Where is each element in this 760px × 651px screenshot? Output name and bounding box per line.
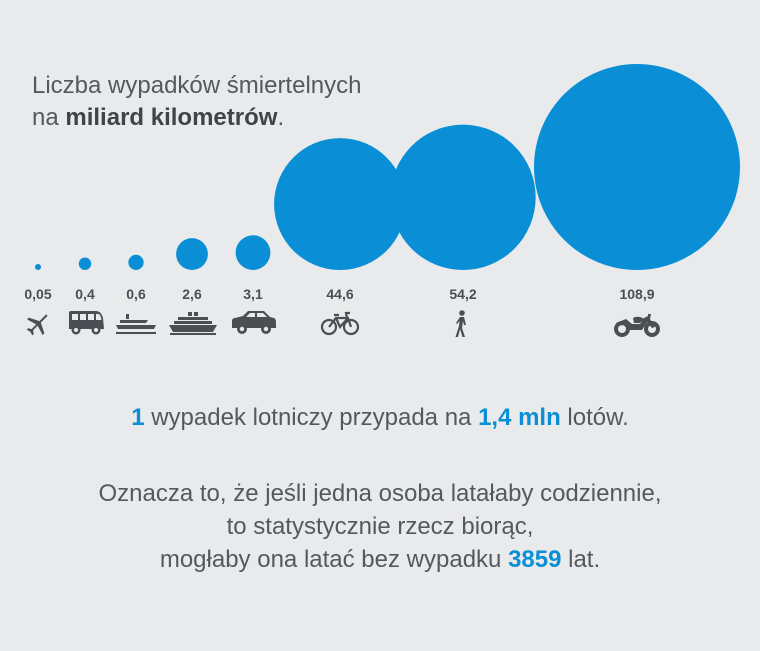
bubble-motorcycle: [534, 64, 740, 270]
bubble-chart: 0,05 0,4 0,6 2,6 3,1 44,6 54,2 108,9: [24, 64, 740, 302]
bubble-walking: [390, 124, 536, 271]
bubble-car: [235, 235, 271, 270]
value-label-airplane: 0,05: [24, 286, 51, 302]
statement-1-middle: wypadek lotniczy przypada na: [144, 404, 479, 431]
title-line-1: Liczba wypadków śmiertelnych: [32, 72, 362, 99]
title-line-2-prefix: na: [32, 104, 66, 131]
bubble-ship: [176, 238, 208, 270]
transport-icons-row: [0, 300, 760, 350]
bicycle-icon: [320, 311, 360, 336]
highlight-years: 3859: [508, 546, 562, 573]
statement-1: 1 wypadek lotniczy przypada na 1,4 mln l…: [0, 404, 760, 432]
title-line-2-suffix: .: [277, 104, 285, 131]
bubble-ferry: [128, 254, 144, 270]
title-line-2: na miliard kilometrów.: [32, 102, 361, 134]
value-label-ship: 2,6: [182, 286, 202, 302]
car-icon: [232, 311, 276, 334]
statement-2-line-3-suffix: lat.: [561, 546, 601, 573]
value-label-car: 3,1: [243, 286, 263, 302]
ship-icon: [169, 312, 217, 335]
airplane-icon: [26, 314, 48, 336]
value-label-walking: 54,2: [449, 286, 476, 302]
walking-icon: [455, 310, 466, 337]
value-label-motorcycle: 108,9: [619, 286, 654, 302]
statement-2-line-2: to statystycznie rzecz biorąc,: [226, 513, 534, 540]
statement-2-line-3-prefix: mogłaby ona latać bez wypadku: [159, 546, 509, 573]
value-label-bicycle: 44,6: [326, 286, 353, 302]
statement-1-end: lotów.: [560, 404, 629, 431]
motorcycle-icon: [614, 314, 660, 337]
title-line-2-bold: miliard kilometrów: [65, 104, 278, 131]
bus-icon: [69, 311, 104, 335]
highlight-accident-count: 1: [131, 404, 145, 431]
statement-2: Oznacza to, że jeśli jedna osoba latałab…: [0, 477, 760, 576]
value-label-bus: 0,4: [75, 286, 95, 302]
chart-title: Liczba wypadków śmiertelnych na miliard …: [32, 70, 361, 134]
highlight-flights-count: 1,4 mln: [478, 404, 561, 431]
bubble-bicycle: [274, 138, 406, 270]
bubble-bus: [78, 257, 92, 270]
bubble-airplane: [35, 264, 41, 270]
statement-2-line-3: mogłaby ona latać bez wypadku 3859 lat.: [0, 543, 760, 576]
value-label-ferry: 0,6: [126, 286, 146, 302]
statement-2-line-1: Oznacza to, że jeśli jedna osoba latałab…: [98, 480, 662, 507]
ferry-icon: [116, 314, 156, 334]
